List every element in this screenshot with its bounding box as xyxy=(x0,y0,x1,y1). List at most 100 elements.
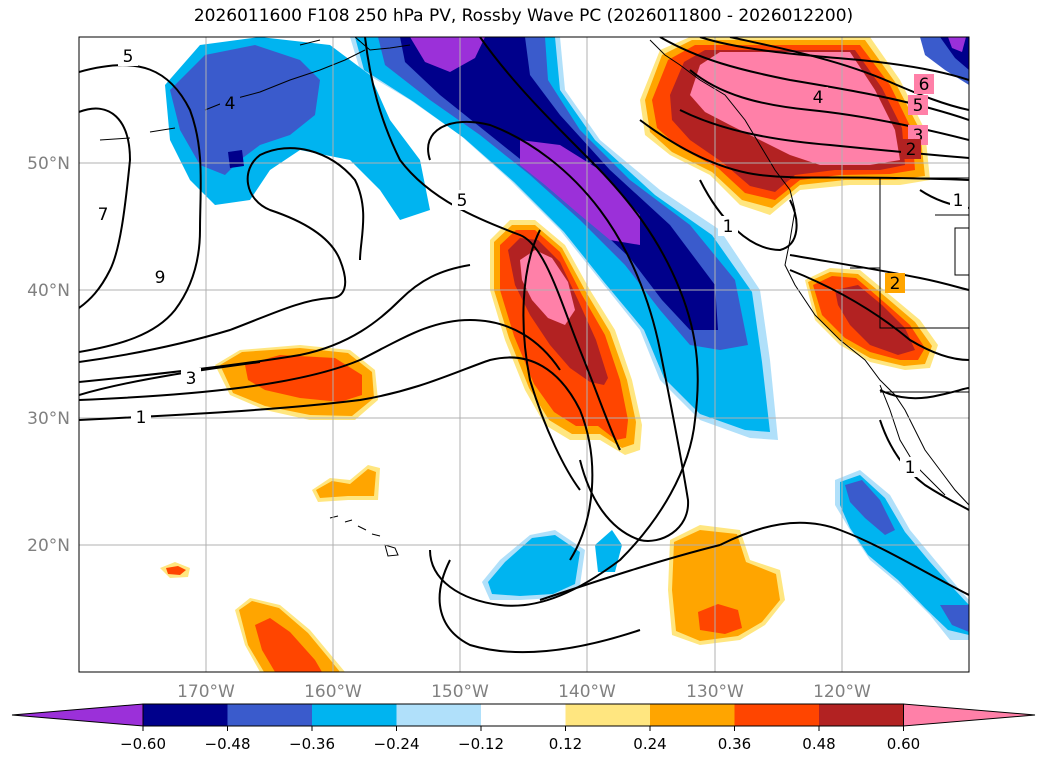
colorbar-tick-label: −0.48 xyxy=(205,735,251,753)
map-area: 5 4 5 7 9 3 1 6 5 4 3 2 1 xyxy=(79,37,969,672)
contour-lines xyxy=(79,37,969,654)
colorbar-swatch xyxy=(312,704,397,726)
negative-s2-cyan xyxy=(595,530,622,572)
contour-line xyxy=(79,318,561,401)
colorbar-tick-label: 0.48 xyxy=(802,735,835,753)
positive-sw-red xyxy=(255,618,322,672)
contour-line xyxy=(438,559,641,654)
colorbar-extend-min xyxy=(11,703,144,727)
contour-line xyxy=(879,419,969,511)
contour-line xyxy=(699,37,969,81)
contour-label: 1 xyxy=(905,458,916,478)
positive-wi-orange xyxy=(316,469,376,498)
contour-line xyxy=(699,179,798,252)
lon-label: 120°W xyxy=(813,682,871,702)
contour-label: 6 xyxy=(919,75,930,95)
contour-line xyxy=(679,109,969,159)
negative-nw-blue xyxy=(170,45,320,175)
lon-labels: 170°W 160°W 150°W 140°W 130°W 120°W xyxy=(177,682,871,702)
positive-tiny-red xyxy=(166,566,186,575)
negative-se-blue xyxy=(845,480,895,535)
contour-line xyxy=(789,269,969,361)
contour-line xyxy=(539,544,721,601)
contour-line xyxy=(639,119,969,181)
colorbar-tick-label: 0.24 xyxy=(633,735,666,753)
contour-label: 2 xyxy=(890,274,901,294)
colorbar-swatch xyxy=(819,704,904,726)
lat-label: 50°N xyxy=(27,154,70,174)
contour-line xyxy=(429,37,699,607)
colorbar-tick-label: −0.12 xyxy=(458,735,504,753)
contour-label: 3 xyxy=(913,126,924,146)
colorbar-tick-label: −0.36 xyxy=(289,735,335,753)
lon-label: 140°W xyxy=(558,682,616,702)
contour-line xyxy=(79,264,471,383)
border-state-4 xyxy=(954,227,969,276)
negative-band-purple-s xyxy=(520,140,640,245)
colorbar-swatch xyxy=(734,704,820,726)
lat-label: 40°N xyxy=(27,281,70,301)
contour-line xyxy=(427,120,690,542)
contour-line xyxy=(364,37,621,451)
contour-label: 4 xyxy=(813,88,824,108)
positive-s-red xyxy=(698,604,742,634)
contour-labels: 5 4 5 7 9 3 1 6 5 4 3 2 1 xyxy=(93,46,968,478)
baja-peninsula xyxy=(879,384,946,496)
lon-label: 160°W xyxy=(304,682,362,702)
lon-label: 130°W xyxy=(686,682,744,702)
colorbar: −0.60 −0.48 −0.36 −0.24 −0.12 0.12 0.24 0.36 0.4… xyxy=(11,703,1036,753)
negative-band-purple-n xyxy=(410,37,485,72)
hawaii-islands xyxy=(329,515,399,557)
colorbar-extend-max xyxy=(903,703,1036,727)
colorbar-swatch xyxy=(650,704,735,726)
contour-label: 9 xyxy=(155,268,166,288)
lat-label: 20°N xyxy=(27,536,70,556)
alaska-coast xyxy=(299,37,411,51)
colorbar-swatch xyxy=(143,704,228,726)
lon-label: 170°W xyxy=(177,682,235,702)
contour-line xyxy=(719,521,969,596)
contour-label: 2 xyxy=(906,140,917,160)
contour-line xyxy=(729,37,969,111)
colorbar-swatch xyxy=(481,704,566,726)
contour-line xyxy=(79,107,132,309)
contour-label: 5 xyxy=(123,47,134,67)
lon-label: 150°W xyxy=(431,682,489,702)
contour-label: 1 xyxy=(953,191,964,211)
positive-c-pink xyxy=(520,250,575,325)
colorbar-tick-label: 0.12 xyxy=(549,735,582,753)
contour-label: 5 xyxy=(457,191,468,211)
negative-band-cyan xyxy=(355,37,770,432)
colorbar-tick-label: 0.36 xyxy=(718,735,751,753)
negative-se-blue2 xyxy=(940,605,969,632)
contour-line xyxy=(879,387,969,400)
colorbar-swatch xyxy=(396,704,482,726)
contour-label: 1 xyxy=(136,408,147,428)
contour-line xyxy=(79,361,261,396)
contour-label: 1 xyxy=(723,217,734,237)
contour-label: 5 xyxy=(913,96,924,116)
contour-line xyxy=(79,147,365,363)
gridlines xyxy=(79,37,969,672)
contour-line xyxy=(79,64,202,353)
coastline-na-west xyxy=(649,39,969,506)
colorbar-swatch xyxy=(227,704,313,726)
negative-s-cyan xyxy=(488,535,580,596)
chart-title: 2026011600 F108 250 hPa PV, Rossby Wave … xyxy=(193,6,854,26)
colorbar-outline xyxy=(142,703,904,727)
contour-line xyxy=(522,229,581,491)
contour-label: 7 xyxy=(98,205,109,225)
negative-shading xyxy=(165,37,969,640)
lat-label: 30°N xyxy=(27,409,70,429)
colorbar-swatch xyxy=(565,704,651,726)
contour-label: 4 xyxy=(225,94,236,114)
colorbar-tick-label: −0.24 xyxy=(374,735,420,753)
colorbar-tick-label: −0.60 xyxy=(120,735,166,753)
negative-ne-purple xyxy=(948,37,966,52)
lat-labels: 20°N 30°N 40°N 50°N xyxy=(27,154,70,556)
contour-label: 3 xyxy=(186,369,197,389)
colorbar-tick-label: 0.60 xyxy=(887,735,920,753)
contour-line xyxy=(79,356,594,561)
negative-nw-navy xyxy=(228,150,244,168)
